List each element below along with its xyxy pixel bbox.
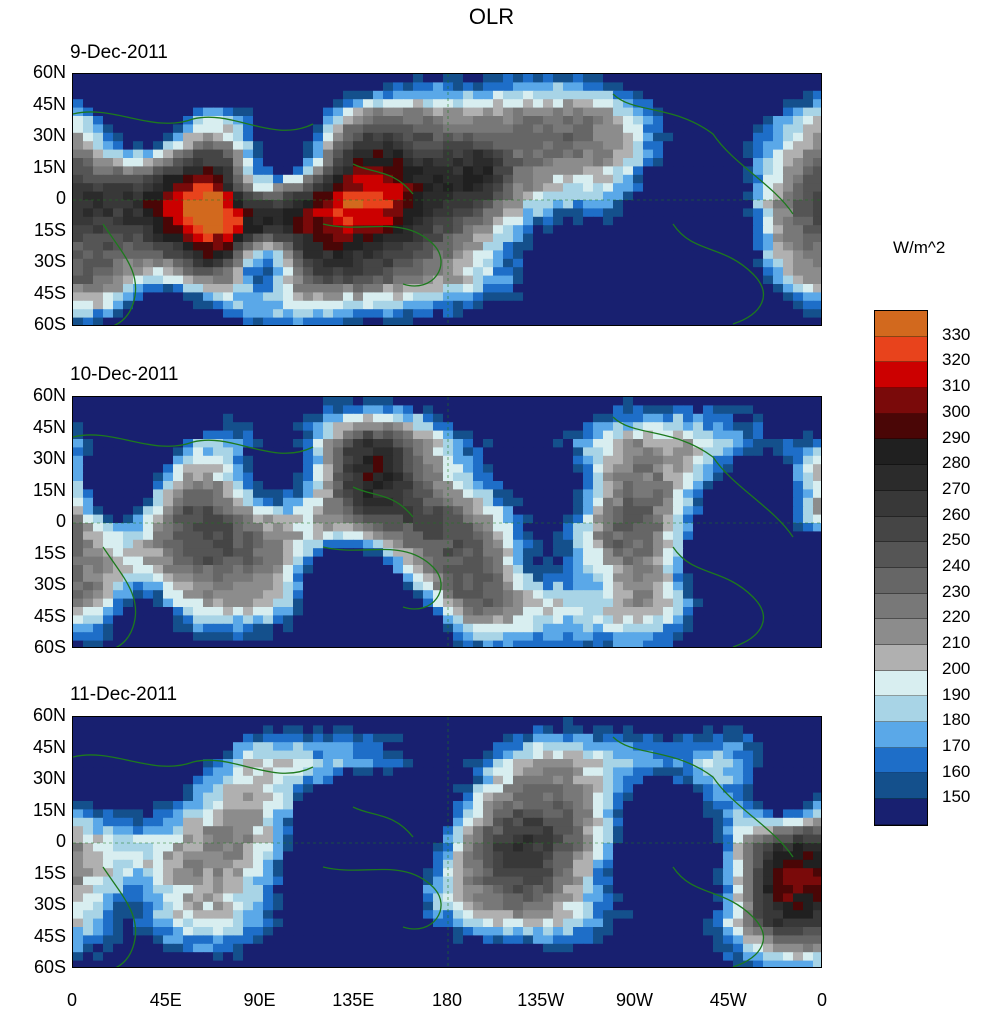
colorbar-label: 200 [942,658,971,678]
olr-field-2 [73,397,821,647]
lat-label: 60N [32,705,66,725]
lat-label: 0 [55,188,66,208]
panel-date-3: 11-Dec-2011 [70,684,178,705]
lat-label: 0 [55,831,66,851]
colorbar-label: 330 [942,324,971,344]
lat-label: 15S [33,219,66,240]
lat-label: 30S [33,251,66,271]
colorbar-swatch [875,516,927,543]
colorbar-units: W/m^2 [893,238,946,257]
colorbar-swatch [875,670,927,697]
map-panel-2 [72,396,822,648]
colorbar-swatch [875,722,927,748]
colorbar-label: 290 [942,427,971,447]
lon-label: 90W [615,990,653,1010]
colorbar-label: 240 [942,556,971,575]
colorbar-swatch [875,593,927,620]
lon-label: 0 [66,990,77,1010]
colorbar-swatch [875,696,927,722]
lon-label: 90E [243,990,276,1010]
lat-label: 30N [32,448,66,468]
colorbar [874,310,928,826]
colorbar-label: 280 [942,453,971,473]
lon-label: 45W [709,990,747,1010]
colorbar-swatch [875,311,927,337]
colorbar-swatch [875,413,927,440]
lat-label: 45S [33,925,66,946]
olr-field-3 [73,717,821,967]
lat-label: 30N [32,125,66,145]
lat-label: 60S [33,314,66,334]
lat-label: 60N [32,62,66,82]
panel-date-1: 9-Dec-2011 [70,42,168,63]
map-panel-1 [72,73,822,326]
lat-label: 15N [32,156,66,177]
lat-label: 15N [32,799,66,820]
lat-label: 60S [33,957,66,977]
lon-label: 135E [332,990,375,1010]
colorbar-label: 210 [942,633,971,653]
colorbar-swatch [875,362,927,389]
colorbar-swatch [875,388,927,414]
colorbar-swatch [875,747,927,774]
lat-label: 30N [32,768,66,788]
colorbar-label: 180 [942,710,971,730]
lat-label: 60S [33,637,66,657]
lon-label: 180 [431,990,463,1010]
colorbar-label: 160 [942,761,971,781]
lat-label: 15N [32,479,66,500]
figure-title: OLR [468,4,515,29]
lat-label: 30S [33,894,66,914]
colorbar-label: 170 [942,735,971,755]
colorbar-swatch [875,465,927,491]
lat-label: 15S [33,862,66,883]
colorbar-swatch [875,644,927,671]
lat-label: 45N [32,736,66,757]
colorbar-swatch [875,799,927,825]
lon-label: 45E [149,990,182,1010]
colorbar-swatch [875,439,927,466]
lat-label: 45N [32,93,66,114]
lat-label: 30S [33,574,66,594]
colorbar-label: 320 [942,350,971,370]
map-panel-3 [72,716,822,968]
colorbar-swatch [875,619,927,645]
lat-label: 15S [33,542,66,563]
colorbar-swatch [875,773,927,800]
panel-date-2: 10-Dec-2011 [70,364,179,385]
lon-label: 0 [816,990,827,1010]
colorbar-label: 310 [942,376,971,396]
colorbar-label: 270 [942,478,971,498]
lat-label: 45S [33,605,66,626]
colorbar-label: 230 [942,581,971,601]
colorbar-swatch [875,336,927,363]
colorbar-label: 250 [942,530,971,550]
lon-label: 135W [517,990,565,1010]
lat-label: 0 [55,511,66,531]
colorbar-label: 300 [942,401,971,421]
colorbar-swatch [875,490,927,517]
olr-field-1 [73,74,821,325]
lat-label: 45N [32,416,66,437]
colorbar-label: 260 [942,504,971,524]
colorbar-label: 190 [942,684,971,704]
lat-label: 45S [33,282,66,303]
colorbar-swatch [875,567,927,594]
colorbar-label: 150 [942,787,971,807]
colorbar-swatch [875,542,927,568]
lat-label: 60N [32,385,66,405]
colorbar-label: 220 [942,607,971,627]
